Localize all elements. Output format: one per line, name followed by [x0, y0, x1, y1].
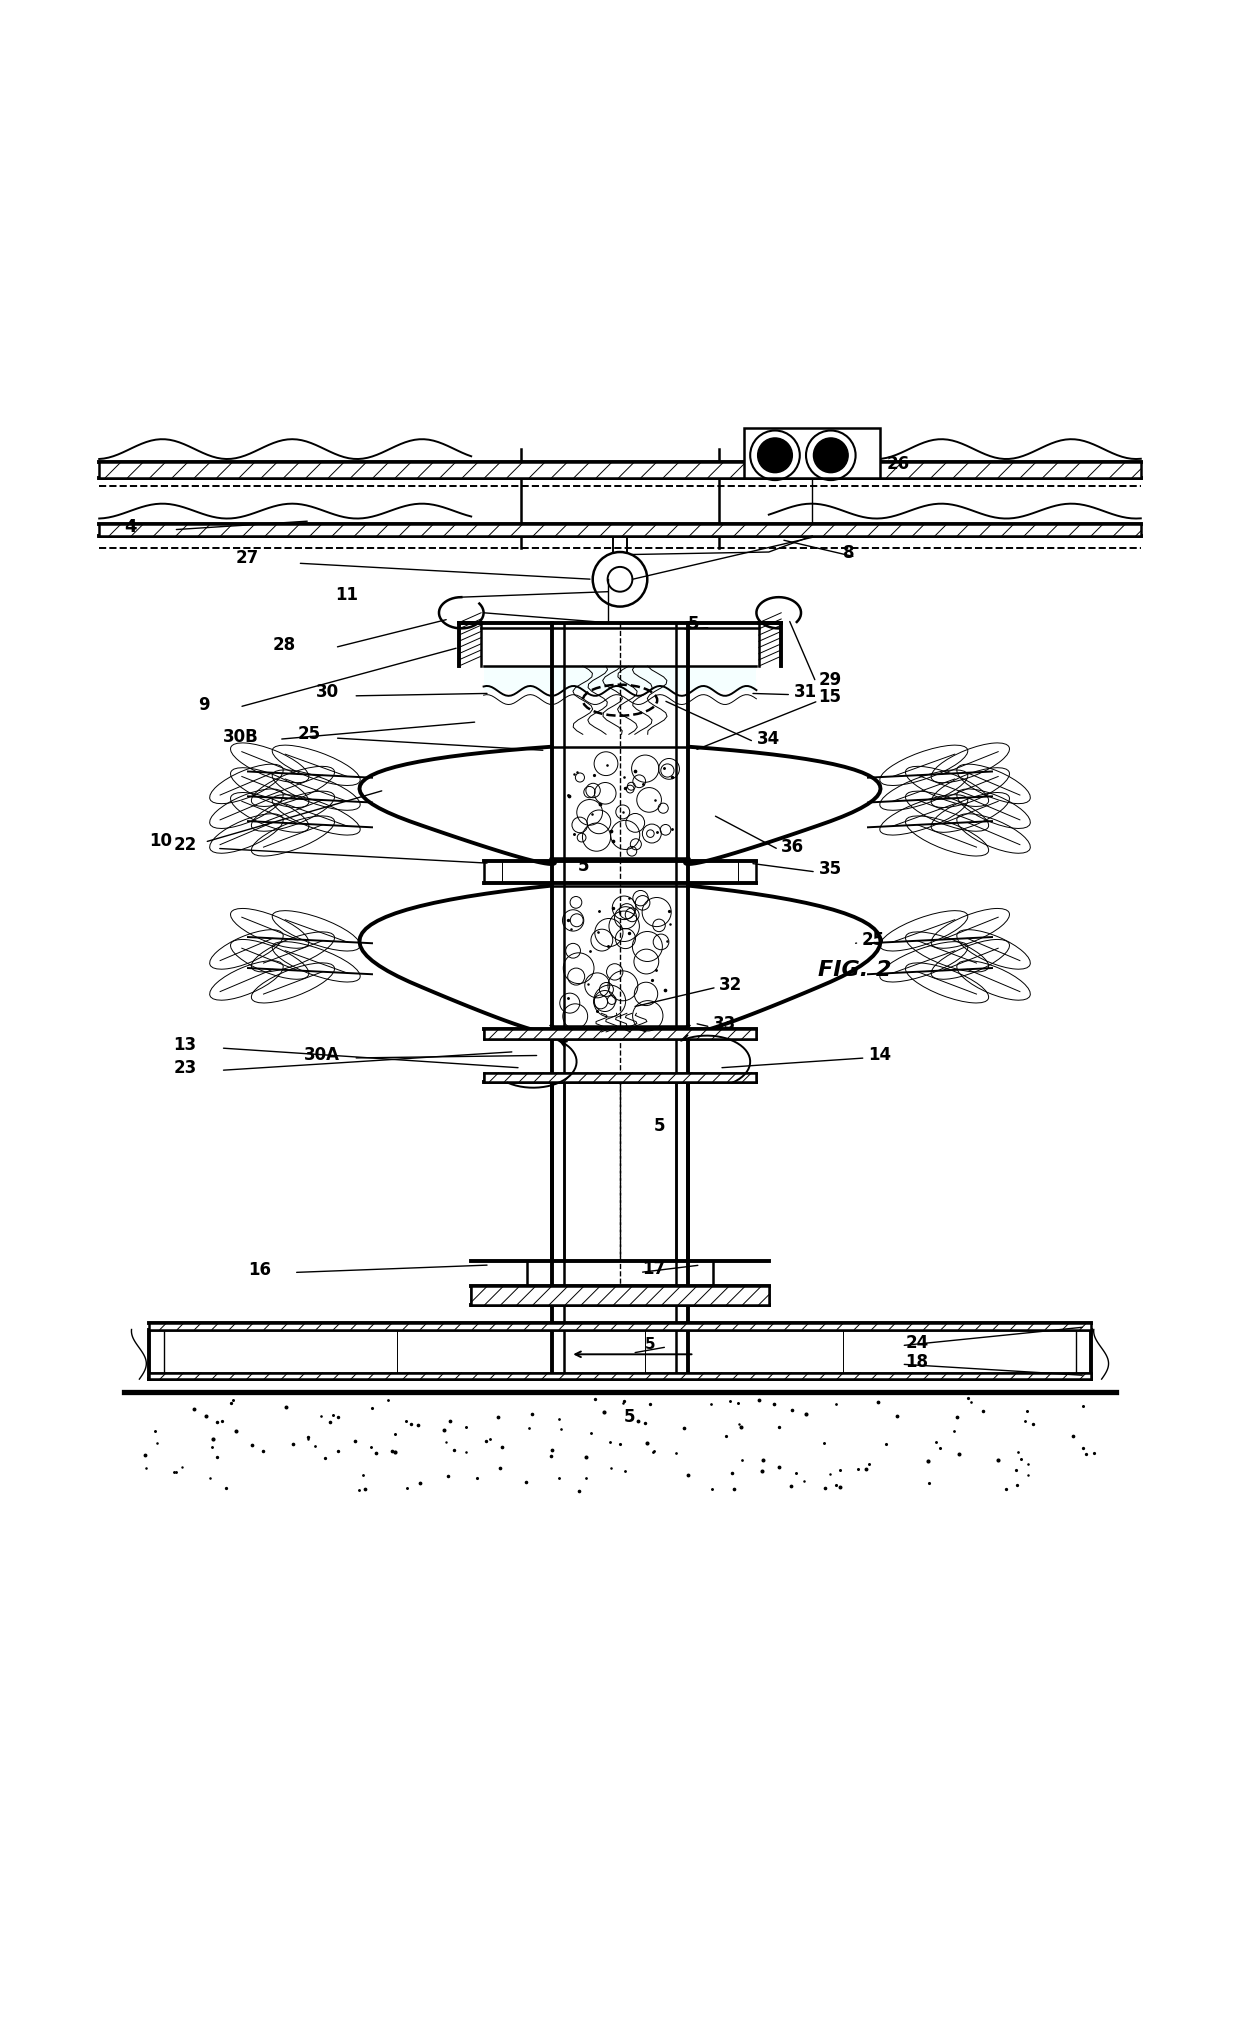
Text: 10: 10 [149, 832, 172, 850]
Text: 32: 32 [719, 977, 743, 993]
Text: 14: 14 [868, 1046, 892, 1064]
Circle shape [813, 438, 848, 473]
Text: 11: 11 [335, 587, 358, 604]
Text: 36: 36 [781, 838, 805, 856]
Text: 25: 25 [862, 932, 885, 948]
Text: 16: 16 [248, 1260, 272, 1278]
Bar [484, 667, 756, 691]
Text: 13: 13 [174, 1036, 197, 1054]
Text: 30: 30 [316, 683, 340, 701]
Text: 5: 5 [653, 1117, 665, 1136]
Bar [149, 1323, 1091, 1329]
Text: 8: 8 [843, 544, 854, 563]
Text: 35: 35 [818, 860, 842, 879]
Text: 17: 17 [642, 1260, 666, 1278]
Text: 33: 33 [713, 1015, 737, 1034]
Circle shape [758, 438, 792, 473]
Text: 18: 18 [905, 1352, 929, 1370]
Bar [471, 1287, 769, 1305]
Text: 26: 26 [887, 455, 910, 473]
Bar [744, 428, 880, 477]
Bar [99, 461, 1141, 477]
Text: 29: 29 [818, 671, 842, 689]
Text: 31: 31 [794, 683, 817, 701]
Text: 28: 28 [273, 636, 296, 655]
Text: 4: 4 [124, 518, 136, 536]
Text: 15: 15 [818, 687, 842, 705]
Text: 30A: 30A [304, 1046, 340, 1064]
Bar [149, 1372, 1091, 1378]
Text: 5: 5 [688, 616, 699, 632]
Text: 30B: 30B [223, 728, 259, 746]
Bar [99, 524, 1141, 536]
Text: 5: 5 [645, 1338, 656, 1352]
Text: 34: 34 [756, 730, 780, 748]
Text: 5: 5 [624, 1409, 635, 1427]
Text: 23: 23 [174, 1058, 197, 1077]
Text: 27: 27 [236, 548, 259, 567]
Text: 5: 5 [578, 856, 589, 875]
Bar [484, 1073, 756, 1081]
Text: 9: 9 [198, 695, 210, 714]
Text: 24: 24 [905, 1334, 929, 1352]
Text: 22: 22 [174, 836, 197, 854]
Bar [484, 1030, 756, 1040]
Text: 25: 25 [298, 726, 321, 744]
Text: FIG. 2: FIG. 2 [818, 960, 892, 981]
